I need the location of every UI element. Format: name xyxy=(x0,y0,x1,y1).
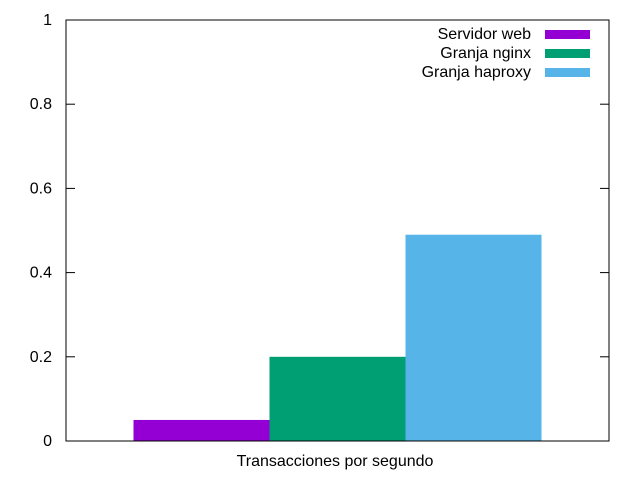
legend-swatch xyxy=(545,30,590,39)
bars xyxy=(133,234,542,441)
y-tick-label: 0.2 xyxy=(30,349,52,366)
y-tick-label: 1 xyxy=(43,12,52,29)
y-axis-ticks: 0 0.2 0.4 0.6 0.8 1 xyxy=(30,12,609,450)
bar xyxy=(269,356,406,441)
plot-frame xyxy=(65,19,610,442)
y-tick-label: 0 xyxy=(43,433,52,450)
legend-swatch xyxy=(545,49,590,58)
y-tick-label: 0.4 xyxy=(30,265,52,282)
legend-label: Servidor web xyxy=(438,26,531,43)
legend-swatch xyxy=(545,68,590,77)
y-tick-label: 0.8 xyxy=(30,96,52,113)
y-tick-label: 0.6 xyxy=(30,180,52,197)
bar xyxy=(133,419,270,441)
x-category-label: Transacciones por segundo xyxy=(237,453,434,470)
legend-label: Granja haproxy xyxy=(422,64,531,81)
legend: Servidor web Granja nginx Granja haproxy xyxy=(422,26,590,81)
legend-label: Granja nginx xyxy=(440,45,531,62)
bar xyxy=(405,234,542,441)
